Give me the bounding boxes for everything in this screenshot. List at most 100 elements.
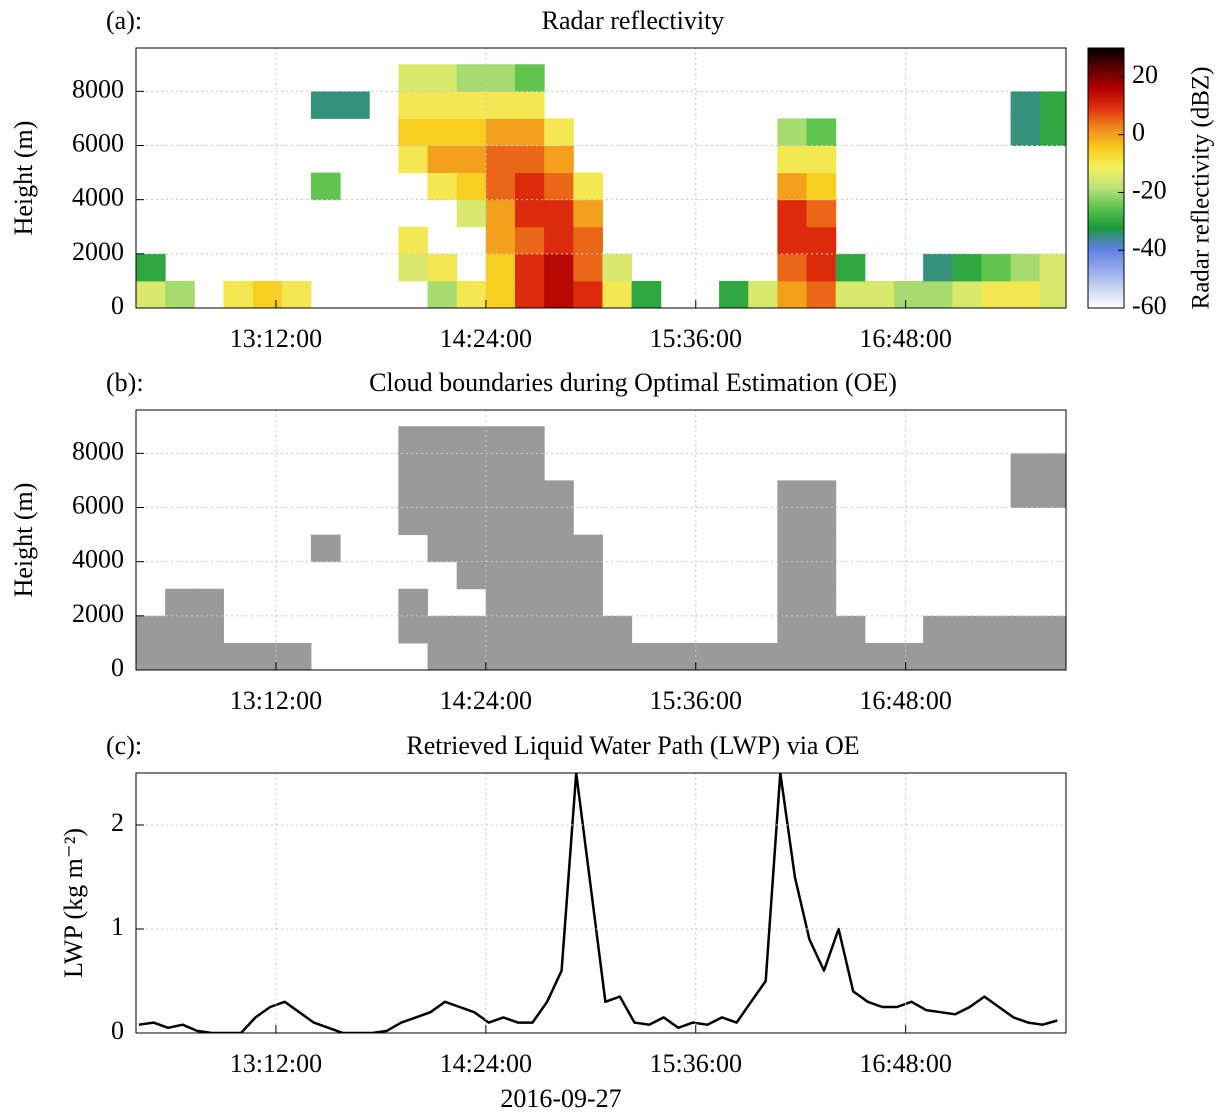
heat-cell xyxy=(136,253,166,282)
axes-frame xyxy=(135,409,1067,671)
heat-cell xyxy=(281,280,312,308)
heat-cell xyxy=(485,507,516,536)
heat-cell xyxy=(427,480,458,508)
heat-cell xyxy=(573,534,603,563)
heat-cell xyxy=(864,280,895,308)
heat-cell xyxy=(456,280,487,308)
heat-cell xyxy=(1039,453,1066,481)
heat-cell xyxy=(456,64,487,92)
heat-cell xyxy=(777,480,808,508)
heat-cell xyxy=(719,280,749,308)
heat-cell xyxy=(806,534,837,563)
heat-cell xyxy=(777,534,808,563)
heat-cell xyxy=(514,145,545,174)
heat-cell xyxy=(573,642,603,670)
plot-content xyxy=(138,773,1058,1033)
heat-cell xyxy=(427,253,458,282)
heat-cell xyxy=(573,588,603,617)
heat-cell xyxy=(573,280,603,308)
heat-cell xyxy=(456,507,487,536)
heat-cell xyxy=(631,642,662,670)
x-tick-label: 15:36:00 xyxy=(650,324,742,353)
heat-cell xyxy=(456,534,487,563)
heat-cell xyxy=(1010,453,1041,481)
y-tick-label: 6000 xyxy=(72,490,124,519)
heat-cell xyxy=(398,226,429,255)
y-tick-label: 2000 xyxy=(72,237,124,266)
x-tick-label: 15:36:00 xyxy=(650,686,742,715)
heat-cell xyxy=(281,642,312,670)
heat-cell xyxy=(689,642,720,670)
heat-cell xyxy=(485,561,516,590)
heat-cell xyxy=(514,172,545,201)
heat-cell xyxy=(514,480,545,508)
heat-cell xyxy=(1010,615,1041,644)
heat-cell xyxy=(165,588,195,617)
heat-cell xyxy=(485,172,516,201)
heat-cell xyxy=(398,145,429,174)
heat-cell xyxy=(456,91,487,119)
heat-cell xyxy=(1039,280,1066,308)
heat-cell xyxy=(194,642,224,670)
panel-label: (c): xyxy=(106,731,142,760)
heat-cell xyxy=(777,118,808,146)
heat-cell xyxy=(544,280,574,308)
heat-cell xyxy=(456,199,487,228)
heat-cell xyxy=(952,642,982,670)
heat-cell xyxy=(514,561,545,590)
heat-cell xyxy=(398,480,429,508)
heat-cell xyxy=(398,426,429,454)
heat-cell xyxy=(456,118,487,146)
heat-cell xyxy=(952,615,982,644)
heat-cell xyxy=(573,561,603,590)
heat-cell xyxy=(398,253,429,282)
colorbar-label: Radar reflectivity (dBZ) xyxy=(1188,67,1215,310)
heat-cell xyxy=(835,253,866,282)
heat-cell xyxy=(806,118,837,146)
heat-cell xyxy=(893,280,924,308)
heat-cell xyxy=(223,280,254,308)
heat-cell xyxy=(136,280,166,308)
heat-cell xyxy=(544,199,574,228)
heat-cell xyxy=(806,615,837,644)
heat-cell xyxy=(456,145,487,174)
heat-cell xyxy=(252,280,283,308)
heat-cell xyxy=(427,534,458,563)
heat-cell xyxy=(514,199,545,228)
heat-cell xyxy=(485,534,516,563)
heat-cell xyxy=(806,480,837,508)
heat-cell xyxy=(806,642,837,670)
heat-cell xyxy=(806,199,837,228)
heat-cell xyxy=(544,507,574,536)
heat-cell xyxy=(310,91,341,119)
heat-cell xyxy=(777,642,808,670)
heat-cell xyxy=(544,588,574,617)
colorbar-tick-label: -40 xyxy=(1132,233,1167,262)
heat-cell xyxy=(514,426,545,454)
heat-cell xyxy=(777,145,808,174)
heat-cell xyxy=(806,507,837,536)
heat-cell xyxy=(514,507,545,536)
heat-cell xyxy=(427,642,458,670)
heat-cell xyxy=(427,426,458,454)
heat-cell xyxy=(923,642,953,670)
heat-cell xyxy=(427,280,458,308)
colorbar xyxy=(1087,47,1125,309)
heat-cell xyxy=(485,426,516,454)
heat-cell xyxy=(923,253,953,282)
panel-title: Cloud boundaries during Optimal Estimati… xyxy=(369,368,897,397)
heat-cell xyxy=(485,642,516,670)
heat-cell xyxy=(544,561,574,590)
heat-cell xyxy=(427,64,458,92)
x-tick-label: 16:48:00 xyxy=(859,686,951,715)
heat-cell xyxy=(223,642,254,670)
heat-cell xyxy=(514,64,545,92)
heat-cell xyxy=(427,91,458,119)
heat-cell xyxy=(573,253,603,282)
x-axis-label: 2016-09-27 xyxy=(500,1084,621,1113)
heat-cell xyxy=(398,118,429,146)
heat-cell xyxy=(777,253,808,282)
heat-cell xyxy=(573,172,603,201)
heat-cell xyxy=(456,561,487,590)
heat-cell xyxy=(864,642,895,670)
